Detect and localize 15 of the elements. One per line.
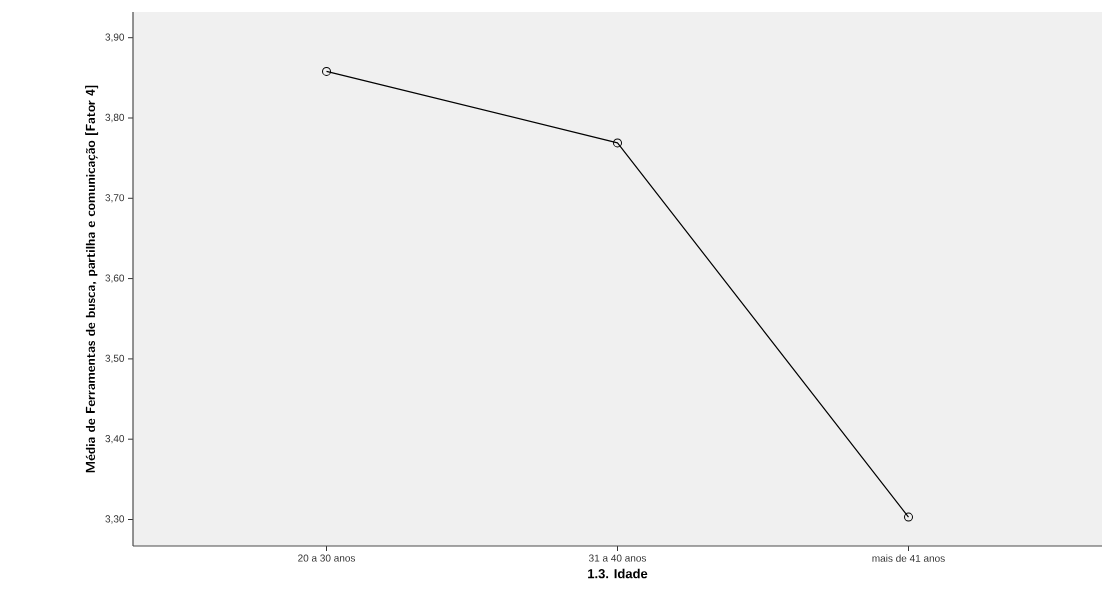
y-tick-label: 3,60 xyxy=(105,274,125,283)
y-tick-label: 3,40 xyxy=(105,435,125,444)
x-tick-label: 20 a 30 anos xyxy=(298,554,356,562)
x-axis-title: 1.3. Idade xyxy=(588,568,648,579)
point xyxy=(613,138,623,148)
point xyxy=(904,512,913,522)
y-axis-title: Média de Ferramentas de busca, partilha e comunicação [Fator 4] xyxy=(85,85,99,473)
y-tick-label: 3,30 xyxy=(105,515,125,524)
y-tick-label: 3,50 xyxy=(105,354,125,364)
y-tick-label: 3,70 xyxy=(105,194,125,203)
x-tick-label: mais de 41 anos xyxy=(872,554,945,562)
y-tick-label: 3,90 xyxy=(105,33,125,42)
y-tick-label: 3,80 xyxy=(105,113,125,123)
point xyxy=(322,66,332,76)
x-tick-label: 31 a 40 anos xyxy=(588,554,647,562)
